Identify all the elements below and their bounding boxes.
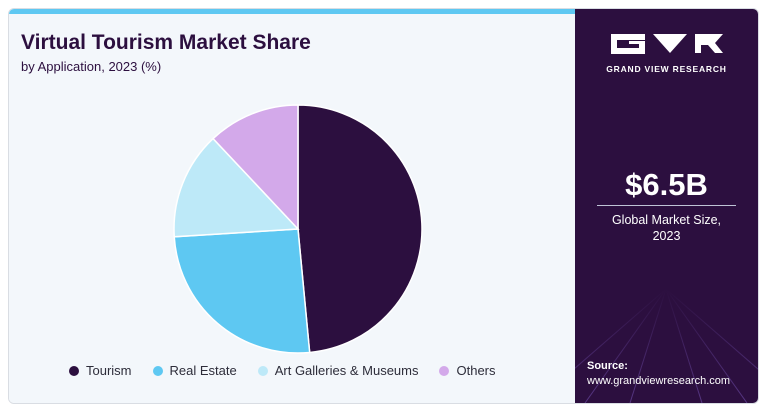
legend-dot xyxy=(69,365,79,376)
pie-slice-art-galleries-museums xyxy=(173,137,300,238)
pie-chart xyxy=(173,104,423,354)
pie-slice-tourism xyxy=(297,104,423,354)
chart-title: Virtual Tourism Market Share xyxy=(21,31,311,54)
source-label: Source: xyxy=(587,360,628,372)
legend-label: Art Galleries & Museums xyxy=(274,363,419,378)
pie-slice-real-estate xyxy=(173,228,311,354)
chart-legend: Tourism Real Estate Art Galleries & Museum… xyxy=(69,363,517,378)
caption-line-1: Global Market Size, xyxy=(611,213,722,227)
legend-dot xyxy=(439,365,450,376)
brand-name: GRAND VIEW RESEARCH xyxy=(606,64,727,74)
source-url[interactable]: www.grandviewresearch.com xyxy=(587,375,731,387)
pie-slice-others xyxy=(212,104,299,231)
legend-label: Others xyxy=(456,363,496,378)
legend-label: Tourism xyxy=(86,363,132,378)
caption-line-2: 2023 xyxy=(652,229,681,243)
legend-item-others: Others xyxy=(439,363,496,378)
market-size-caption: Global Market Size, 2023 xyxy=(585,212,748,244)
chart-panel: Virtual Tourism Market Share by Applicat… xyxy=(9,9,575,403)
chart-subtitle: by Application, 2023 (%) xyxy=(21,59,162,74)
market-size-value: $6.5B xyxy=(625,167,708,202)
gvr-logo-icon xyxy=(611,34,723,54)
legend-item-tourism: Tourism xyxy=(69,363,132,378)
chart-card: Virtual Tourism Market Share by Applicat… xyxy=(8,8,759,404)
legend-label: Real Estate xyxy=(169,363,237,378)
grid-decoration xyxy=(575,288,758,403)
legend-item-real-estate: Real Estate xyxy=(152,363,237,378)
top-accent-bar xyxy=(9,9,575,14)
value-divider xyxy=(597,205,736,206)
info-panel: GRAND VIEW RESEARCH $6.5B Global Market … xyxy=(575,9,758,403)
legend-item-art-galleries-museums: Art Galleries & Museums xyxy=(257,363,419,378)
legend-dot xyxy=(257,365,268,376)
legend-dot xyxy=(152,365,163,376)
